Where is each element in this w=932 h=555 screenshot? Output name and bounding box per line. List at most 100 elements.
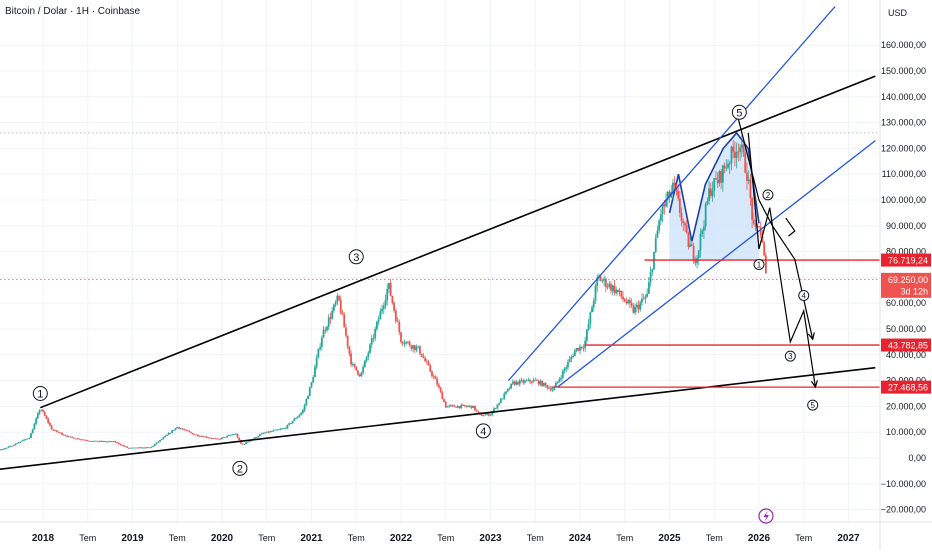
candle-body	[76, 438, 79, 440]
candle-body	[155, 442, 158, 445]
candle-body	[45, 415, 48, 419]
candle-body	[79, 439, 82, 441]
candle-body	[217, 438, 220, 440]
candle-body	[720, 171, 723, 183]
candle-body	[498, 403, 501, 405]
candle-body	[527, 379, 530, 381]
time-tick-label: 2019	[121, 533, 144, 544]
candle-body	[35, 418, 38, 424]
candle-body	[262, 433, 265, 434]
candle-body	[200, 436, 203, 437]
candle-body	[150, 446, 153, 448]
candle-body	[184, 429, 187, 431]
candle-body	[389, 282, 392, 297]
candle-body	[181, 428, 184, 430]
candle-body	[353, 364, 356, 367]
candle-body	[692, 245, 695, 260]
price-tick-label: 60.000,00	[886, 298, 926, 308]
time-tick-label: 2025	[658, 533, 681, 544]
candle-body	[663, 204, 666, 207]
candle-body	[312, 377, 315, 383]
time-tick-label: 2023	[479, 533, 502, 544]
candle-body	[138, 447, 141, 449]
candle-body	[644, 296, 647, 299]
time-axis[interactable]: 2018 Tem 2019 Tem 2020 Tem 2021 Tem 2022 Tem 2023 T…	[32, 533, 860, 544]
candle-body	[425, 361, 428, 363]
candle-body	[314, 366, 316, 378]
candle-body	[369, 344, 371, 353]
level-price-tag	[881, 338, 931, 352]
candle-body	[565, 367, 568, 370]
candle-body	[90, 441, 93, 442]
candle-body	[737, 151, 740, 153]
candle-body	[734, 151, 736, 158]
candle-body	[486, 413, 488, 415]
candle-body	[12, 445, 15, 446]
time-tick-label: Tem	[616, 533, 633, 543]
candle-body	[148, 447, 151, 449]
candle-body	[11, 445, 13, 447]
time-tick-label: Tem	[795, 533, 812, 543]
candle-body	[591, 307, 593, 313]
candle-body	[659, 214, 662, 221]
candle-body	[573, 350, 576, 357]
candle-body	[219, 438, 222, 440]
candle-body	[451, 405, 454, 407]
candle-body	[295, 418, 297, 419]
candle-body	[308, 387, 311, 396]
candle-body	[319, 347, 322, 349]
price-tick-label: 40.000,00	[886, 350, 926, 360]
candle-body	[450, 405, 452, 407]
candle-body	[14, 443, 17, 446]
candle-body	[539, 381, 542, 385]
candle-body	[102, 441, 105, 442]
candle-body	[281, 428, 284, 430]
candle-body	[703, 226, 705, 231]
candle-body	[456, 406, 459, 408]
candle-body	[751, 198, 754, 220]
candle-body	[114, 441, 117, 443]
candle-body	[382, 305, 385, 309]
candle-body	[260, 433, 263, 435]
candle-body	[98, 440, 101, 442]
candle-body	[606, 286, 609, 288]
candle-body	[66, 435, 68, 437]
price-tick-label: 110.000,00	[882, 169, 926, 179]
candle-body	[320, 337, 323, 348]
candle-body	[357, 370, 359, 375]
candle-body	[689, 244, 692, 247]
candle-body	[283, 428, 285, 430]
candle-body	[381, 308, 383, 312]
candle-body	[365, 357, 368, 361]
candle-body	[618, 290, 621, 293]
candle-body	[558, 379, 561, 382]
candle-body	[226, 435, 229, 438]
price-axis[interactable]: −20.000,00 −10.000,00 0,00 10.000,00 20.000,…	[881, 40, 926, 514]
candle-body	[284, 428, 287, 430]
candle-body	[634, 307, 636, 313]
candle-body	[100, 440, 103, 442]
candle-body	[212, 438, 215, 440]
wave-label: 5	[810, 401, 815, 410]
flash-icon[interactable]	[758, 508, 774, 524]
candle-body	[193, 434, 196, 436]
candle-body	[183, 429, 186, 431]
candle-body	[666, 191, 669, 201]
candle-body	[505, 391, 507, 394]
candle-body	[437, 384, 440, 388]
trendline-upper-wedge	[40, 75, 876, 409]
candle-body	[229, 435, 232, 436]
wave-label-circle	[731, 104, 747, 120]
candle-body	[740, 144, 743, 148]
candle-body	[596, 277, 599, 286]
candle-body	[346, 335, 349, 347]
trendlines[interactable]	[0, 6, 876, 471]
candle-body	[73, 437, 75, 439]
candle-body	[620, 290, 623, 297]
candle-body	[493, 408, 495, 412]
candle-body	[647, 282, 650, 294]
candle-body	[178, 427, 180, 429]
time-tick-label: Tem	[169, 533, 186, 543]
